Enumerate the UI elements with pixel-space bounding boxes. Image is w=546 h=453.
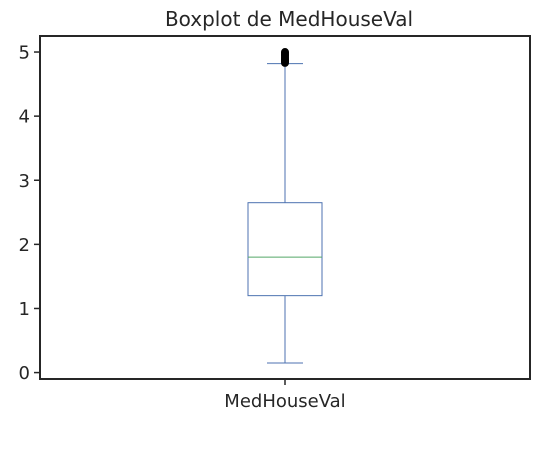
y-tick-label: 4 [19, 107, 30, 128]
y-tick-label: 1 [19, 299, 30, 320]
plot-area [247, 48, 323, 364]
y-tick-label: 5 [19, 43, 30, 64]
y-tick-label: 2 [19, 235, 30, 256]
x-axis: MedHouseVal [224, 379, 346, 412]
y-tick-label: 3 [19, 171, 30, 192]
y-axis: 0 1 2 3 4 5 [19, 43, 40, 384]
axes-frame [39, 35, 531, 380]
iqr-box [247, 202, 323, 297]
chart-title: Boxplot de MedHouseVal [165, 7, 413, 31]
x-tick-label: MedHouseVal [224, 391, 345, 412]
outlier-point [281, 48, 289, 57]
y-tick-label: 0 [19, 363, 30, 384]
